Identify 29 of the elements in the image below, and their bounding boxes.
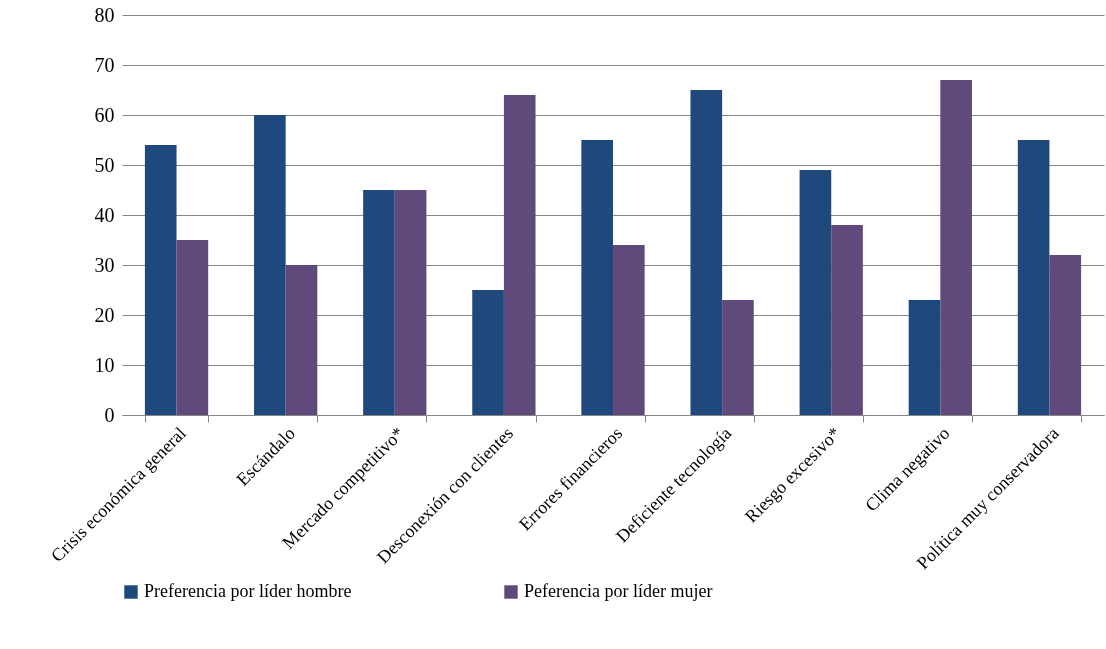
bar — [1017, 140, 1050, 415]
y-tick-label: 60 — [94, 103, 115, 126]
y-tick-label: 10 — [94, 353, 115, 376]
bar — [690, 90, 723, 415]
bar — [581, 140, 613, 415]
bar — [908, 300, 941, 415]
y-tick-label: 20 — [94, 303, 115, 326]
bar — [472, 290, 504, 415]
y-tick-label: 0 — [104, 403, 115, 426]
bar — [363, 190, 395, 415]
legend-label: Peferencia por líder mujer — [524, 581, 713, 601]
bar — [503, 95, 536, 415]
legend-label: Preferencia por líder hombre — [144, 581, 352, 601]
y-tick-label: 70 — [94, 53, 115, 76]
y-tick-label: 40 — [94, 203, 115, 226]
bar — [285, 265, 318, 415]
bar — [176, 240, 209, 415]
bar — [144, 145, 177, 415]
y-tick-label: 50 — [94, 153, 115, 176]
bar — [394, 190, 427, 415]
bar — [722, 300, 754, 415]
y-tick-label: 30 — [94, 253, 115, 276]
bar — [613, 245, 645, 415]
bar — [1049, 255, 1082, 415]
bar — [799, 170, 832, 415]
y-tick-label: 80 — [94, 3, 115, 26]
bar — [831, 225, 863, 415]
bar — [940, 80, 972, 415]
bar — [254, 115, 286, 415]
